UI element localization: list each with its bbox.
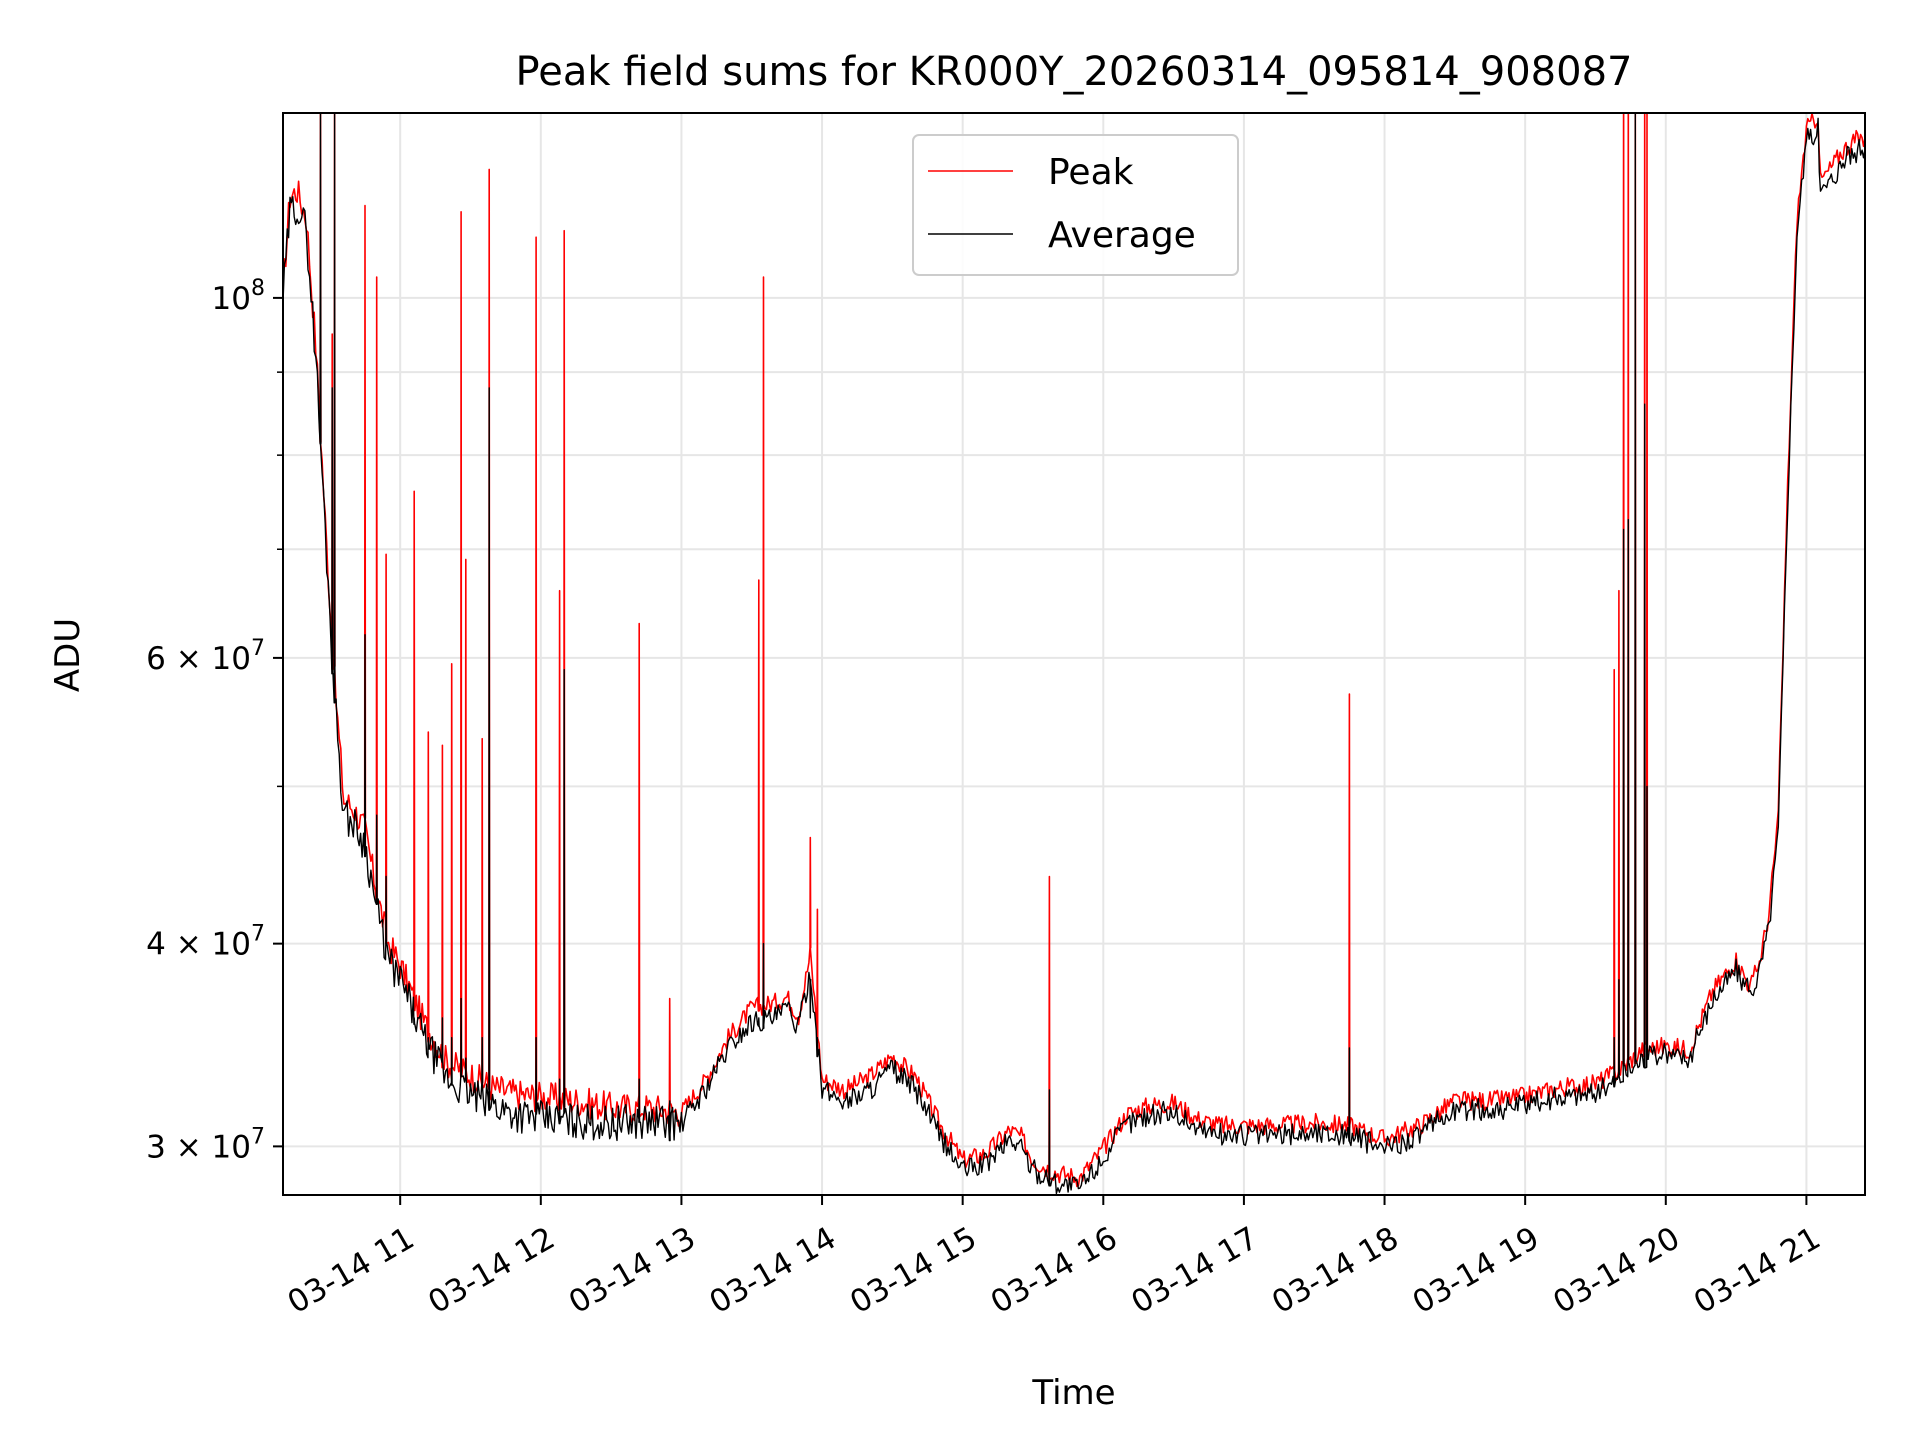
legend-box bbox=[912, 134, 1239, 276]
legend: Peak Average bbox=[912, 134, 1239, 276]
series-lines bbox=[283, 113, 1865, 1195]
y-tick-label: 6 × 107 bbox=[146, 636, 265, 677]
y-tick-label: 4 × 107 bbox=[146, 922, 265, 963]
y-tick-label: 108 bbox=[212, 276, 265, 317]
y-axis: 3 × 107 4 × 107 6 × 107 108 bbox=[146, 276, 283, 1165]
legend-label-peak: Peak bbox=[1048, 152, 1134, 193]
y-tick-label: 3 × 107 bbox=[146, 1124, 265, 1165]
y-axis-label: ADU bbox=[48, 618, 88, 692]
series-line-average bbox=[283, 113, 1865, 1195]
legend-label-average: Average bbox=[1048, 215, 1196, 256]
plot-area bbox=[283, 113, 1865, 1195]
x-axis-label: Time bbox=[1031, 1373, 1115, 1413]
grid bbox=[283, 113, 1865, 1195]
plot-frame bbox=[282, 112, 1866, 1196]
chart-title: Peak field sums for KR000Y_20260314_0958… bbox=[516, 49, 1633, 95]
